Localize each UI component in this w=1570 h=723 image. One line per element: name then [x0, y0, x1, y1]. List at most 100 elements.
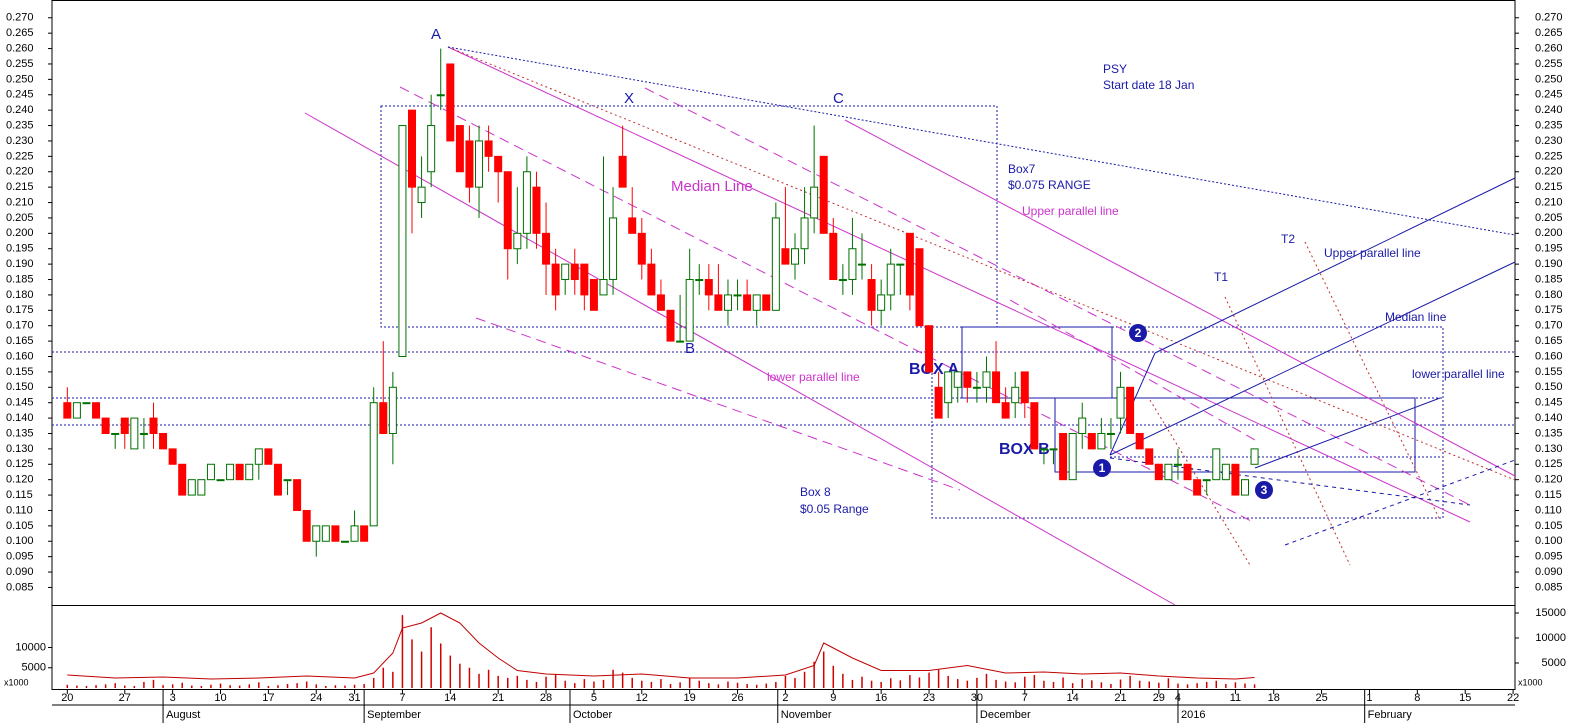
candle-body	[944, 371, 953, 404]
x-tick-label: 3	[170, 692, 176, 704]
point-1: 1	[1099, 461, 1106, 475]
candle-body	[494, 155, 503, 173]
candle-body	[264, 448, 273, 465]
y2-tick-label: 0.245	[1535, 89, 1563, 101]
candle-body	[934, 386, 943, 419]
candle-body	[790, 248, 799, 265]
x-tick-label: 14	[444, 692, 456, 704]
x-tick-label: 1	[1366, 692, 1372, 704]
box8-range: $0.05 Range	[800, 502, 869, 516]
candle-body	[1154, 463, 1163, 481]
candle-body	[810, 186, 819, 219]
candle-body	[685, 279, 694, 342]
x-tick-label: 18	[1268, 692, 1280, 704]
box7-label: Box7	[1008, 162, 1036, 176]
candle-body	[676, 340, 685, 343]
candle-body	[877, 294, 886, 311]
candle-body	[331, 525, 340, 542]
x-tick-label: 12	[636, 692, 648, 704]
y-tick-label: 0.215	[6, 181, 34, 193]
candle-body	[1020, 371, 1029, 404]
label-c: C	[833, 90, 844, 107]
annotation-lines	[52, 46, 1516, 606]
x-tick-label: 29	[1153, 692, 1165, 704]
y2-tick-label: 0.175	[1535, 304, 1563, 316]
candle-body	[1250, 448, 1259, 465]
candle-body	[1068, 432, 1077, 481]
t2-label: T2	[1281, 232, 1295, 246]
box7-range: $0.075 RANGE	[1008, 178, 1091, 192]
candle-body	[886, 263, 895, 296]
candle-body	[168, 448, 177, 465]
x-tick-label: 7	[1022, 692, 1028, 704]
start-date: Start date 18 Jan	[1103, 78, 1194, 92]
candle-body	[417, 186, 426, 204]
candle-body	[379, 402, 388, 434]
annotations: A X C B Median Line Upper parallel line …	[431, 26, 1505, 516]
candle-body	[1030, 402, 1039, 450]
y2-tick-label: 0.135	[1535, 427, 1563, 439]
y-tick-label: 0.165	[6, 335, 34, 347]
y-tick-label: 0.200	[6, 227, 34, 239]
candle-body	[350, 525, 359, 542]
lower-label: lower parallel line	[767, 370, 860, 384]
candle-body	[72, 402, 81, 419]
candle-body	[226, 463, 235, 481]
candle-body	[618, 155, 627, 188]
point-3: 3	[1261, 483, 1268, 497]
y-tick-label: 0.135	[6, 427, 34, 439]
candle-body	[398, 125, 407, 358]
candle-body	[178, 463, 187, 496]
candle-body	[312, 525, 321, 542]
candle-body	[905, 232, 914, 296]
candle-body	[446, 63, 455, 142]
vol-unit-label: x1000	[4, 677, 29, 687]
candle-body	[273, 463, 282, 496]
month-label: August	[166, 709, 200, 721]
y2-tick-label: 0.200	[1535, 227, 1563, 239]
candle-body	[360, 525, 369, 542]
candle-body	[63, 402, 72, 419]
candle-body	[1135, 432, 1144, 450]
y2-tick-label: 0.150	[1535, 381, 1563, 393]
candle-body	[628, 217, 637, 234]
candle-body	[388, 386, 397, 434]
candle-body	[992, 371, 1001, 404]
x-tick-label: 20	[61, 692, 73, 704]
vol-unit-label: x1000	[1518, 677, 1543, 687]
psy-label: PSY	[1103, 62, 1127, 76]
y2-tick-label: 0.265	[1535, 27, 1563, 39]
candle-body	[101, 417, 110, 434]
candle-body	[915, 248, 924, 327]
candle-body	[293, 479, 302, 511]
x-tick-label: 25	[1315, 692, 1327, 704]
y-tick-label: 0.090	[6, 566, 34, 578]
candle-body	[1202, 479, 1211, 482]
candle-body	[858, 263, 867, 266]
candle-body	[771, 217, 780, 311]
candle-body	[666, 309, 675, 342]
y-tick-label: 0.095	[6, 551, 34, 563]
candle-body	[972, 386, 981, 389]
y-tick-label: 0.225	[6, 150, 34, 162]
candle-body	[867, 279, 876, 311]
y2-tick-label: 0.090	[1535, 566, 1563, 578]
candle-body	[216, 479, 225, 482]
label-b: B	[685, 340, 695, 357]
x-tick-label: 16	[875, 692, 887, 704]
y2-tick-label: 0.210	[1535, 196, 1563, 208]
y2-tick-label: 0.170	[1535, 320, 1563, 332]
candle-body	[714, 294, 723, 311]
y-tick-label: 0.210	[6, 196, 34, 208]
candle-body	[1231, 463, 1240, 496]
y-tick-label: 0.235	[6, 119, 34, 131]
x-tick-label: 28	[540, 692, 552, 704]
candle-body	[1212, 448, 1221, 481]
frame	[51, 0, 1516, 706]
candle-body	[723, 294, 732, 311]
month-label: September	[367, 709, 421, 721]
median-label: Median Line	[671, 178, 753, 195]
vol-y2-tick-label: 10000	[1535, 632, 1566, 644]
y-tick-label: 0.250	[6, 73, 34, 85]
y2-tick-label: 0.240	[1535, 104, 1563, 116]
